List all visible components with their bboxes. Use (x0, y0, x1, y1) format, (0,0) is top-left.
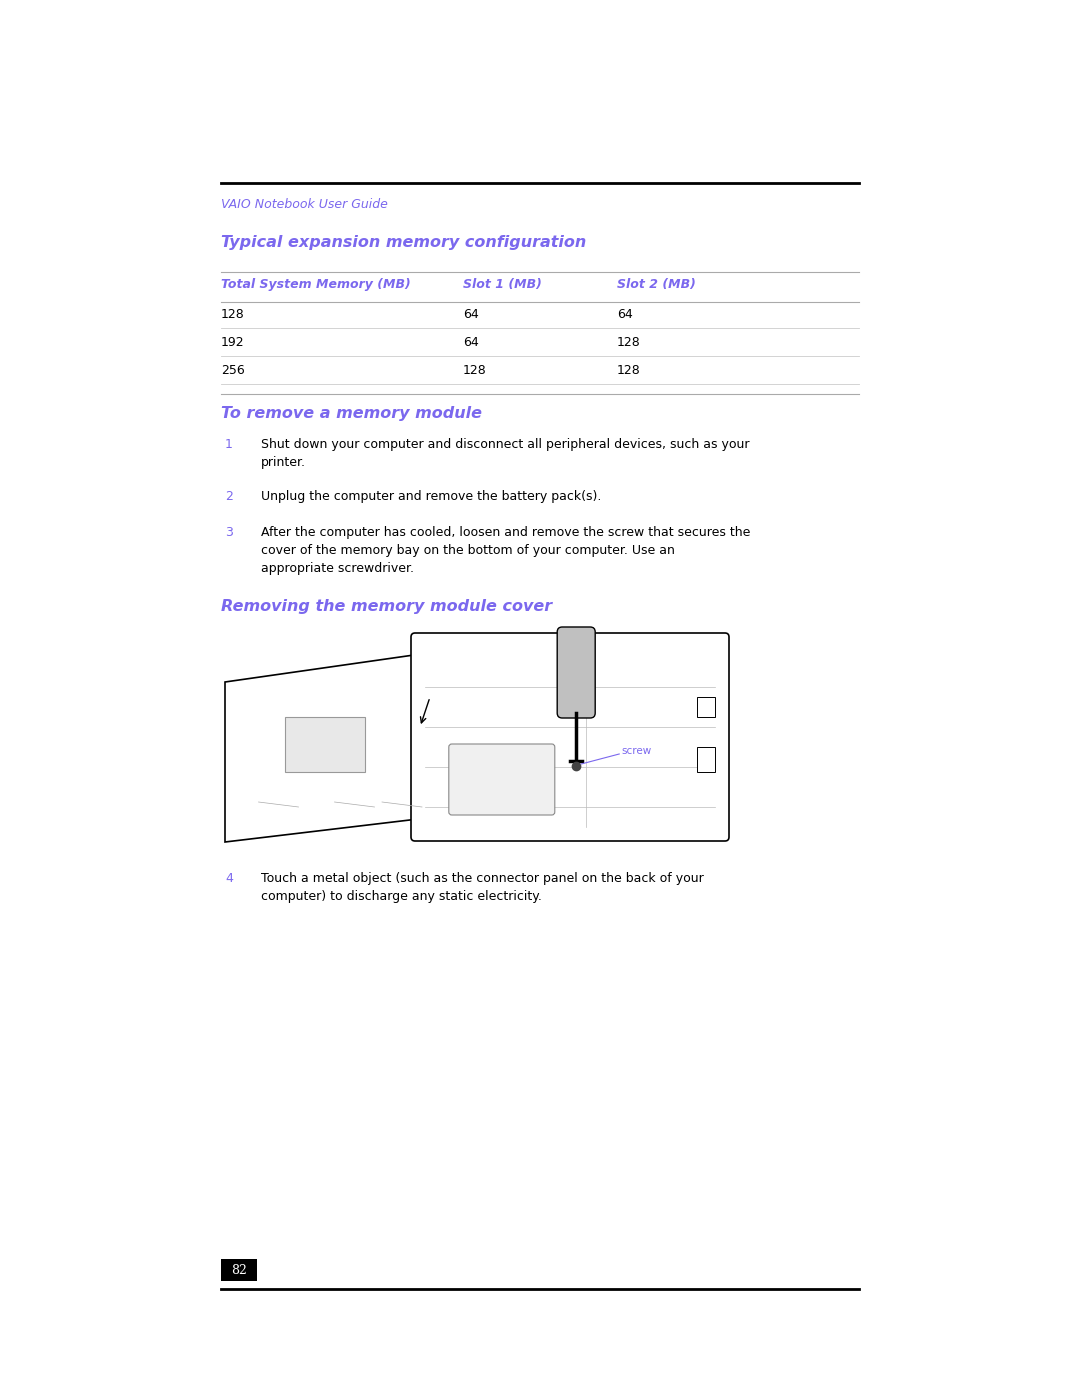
Text: After the computer has cooled, loosen and remove the screw that secures the
cove: After the computer has cooled, loosen an… (261, 527, 751, 576)
Bar (697, 747, 715, 773)
Text: 1: 1 (225, 439, 233, 451)
Text: To remove a memory module: To remove a memory module (221, 407, 482, 420)
FancyBboxPatch shape (411, 633, 729, 841)
Text: 128: 128 (463, 365, 487, 377)
Text: Shut down your computer and disconnect all peripheral devices, such as your
prin: Shut down your computer and disconnect a… (261, 439, 750, 469)
Text: 64: 64 (463, 337, 478, 349)
Text: Total System Memory (MB): Total System Memory (MB) (221, 278, 410, 291)
Text: 82: 82 (231, 1263, 247, 1277)
Text: Slot 1 (MB): Slot 1 (MB) (463, 278, 542, 291)
Bar (697, 697, 715, 717)
Text: Slot 2 (MB): Slot 2 (MB) (617, 278, 696, 291)
Bar (221, 1259, 257, 1281)
Text: 2: 2 (225, 490, 233, 503)
FancyBboxPatch shape (449, 745, 555, 814)
Text: 128: 128 (221, 307, 245, 321)
FancyBboxPatch shape (557, 627, 595, 718)
Text: 192: 192 (221, 337, 245, 349)
Text: Touch a metal object (such as the connector panel on the back of your
computer) : Touch a metal object (such as the connec… (261, 872, 704, 902)
Text: 4: 4 (225, 872, 233, 886)
Text: Unplug the computer and remove the battery pack(s).: Unplug the computer and remove the batte… (261, 490, 602, 503)
Text: 3: 3 (225, 527, 233, 539)
Text: 256: 256 (221, 365, 245, 377)
Text: screw: screw (621, 746, 651, 756)
Text: 128: 128 (617, 337, 640, 349)
Polygon shape (225, 652, 435, 842)
Text: 64: 64 (463, 307, 478, 321)
Text: VAIO Notebook User Guide: VAIO Notebook User Guide (221, 198, 388, 211)
Text: Removing the memory module cover: Removing the memory module cover (221, 599, 552, 615)
Text: 128: 128 (617, 365, 640, 377)
FancyBboxPatch shape (285, 717, 365, 773)
Text: Typical expansion memory configuration: Typical expansion memory configuration (221, 235, 586, 250)
Text: 64: 64 (617, 307, 633, 321)
